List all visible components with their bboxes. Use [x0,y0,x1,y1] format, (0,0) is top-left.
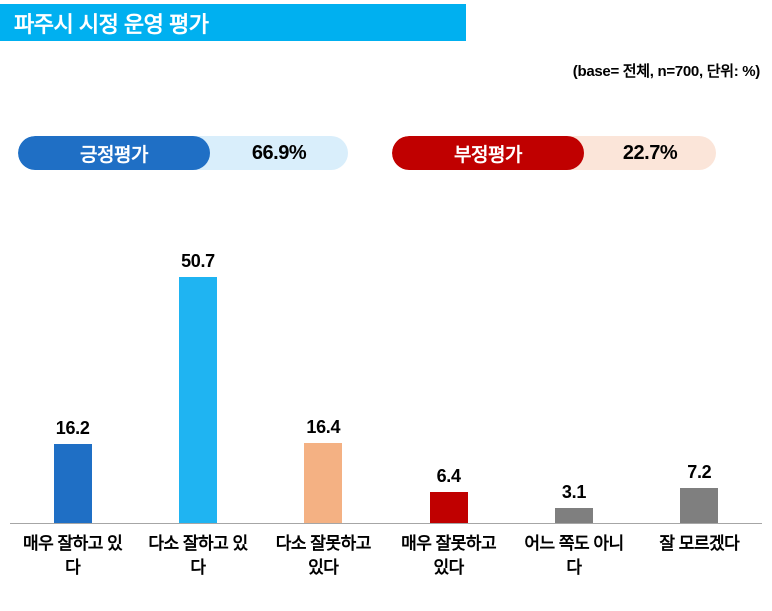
bar-category-label: 어느 쪽도 아니다 [524,534,624,577]
bar-category-label: 다소 잘못하고 있다 [275,534,372,577]
bar [429,492,468,523]
page-title: 파주시 시정 운영 평가 [14,11,209,37]
positive-summary-pill: 긍정평가 66.9% [18,136,348,170]
bar-category-label: 매우 잘못하고 있다 [401,534,497,577]
bar-value-label: 16.2 [55,418,90,438]
bar [304,443,343,523]
bar-category-label: 매우 잘하고 있다 [23,534,123,577]
bar-column: 16.2 [10,243,135,523]
bar [680,488,719,523]
bar-value-label: 7.2 [687,462,712,482]
bar-chart-labels: 매우 잘하고 있다 다소 잘하고 있다 다소 잘못하고 있다 매우 잘못하고 있다 어느… [10,524,762,580]
bar-category-label: 다소 잘하고 있다 [148,534,248,577]
negative-pill-value: 22.7% [622,141,678,164]
bar-value-label: 6.4 [436,466,461,486]
positive-pill-value: 66.9% [251,141,307,164]
bar-column: 6.4 [386,243,511,523]
bar-column: 50.7 [135,243,260,523]
base-note: (base= 전체, n=700, 단위: %) [572,63,761,80]
title-bar: 파주시 시정 운영 평가 [0,4,466,41]
bar [53,444,92,523]
bar-category-label: 잘 모르겠다 [659,534,740,553]
bar-chart-columns: 16.2 50.7 16.4 6.4 3.1 7.2 [10,243,762,524]
negative-summary-pill: 부정평가 22.7% [392,136,716,170]
bar-value-label: 50.7 [181,251,215,271]
bar-chart: 16.2 50.7 16.4 6.4 3.1 7.2 매우 잘하고 있다 다소 잘하고 있다… [10,243,762,580]
positive-pill-label: 긍정평가 [18,136,210,170]
bar [554,508,593,523]
bar-column: 7.2 [637,243,762,523]
negative-pill-label: 부정평가 [392,136,584,170]
bar [178,277,217,523]
bar-column: 3.1 [511,243,636,523]
bar-value-label: 16.4 [306,417,341,437]
bar-column: 16.4 [261,243,386,523]
bar-value-label: 3.1 [561,482,587,502]
